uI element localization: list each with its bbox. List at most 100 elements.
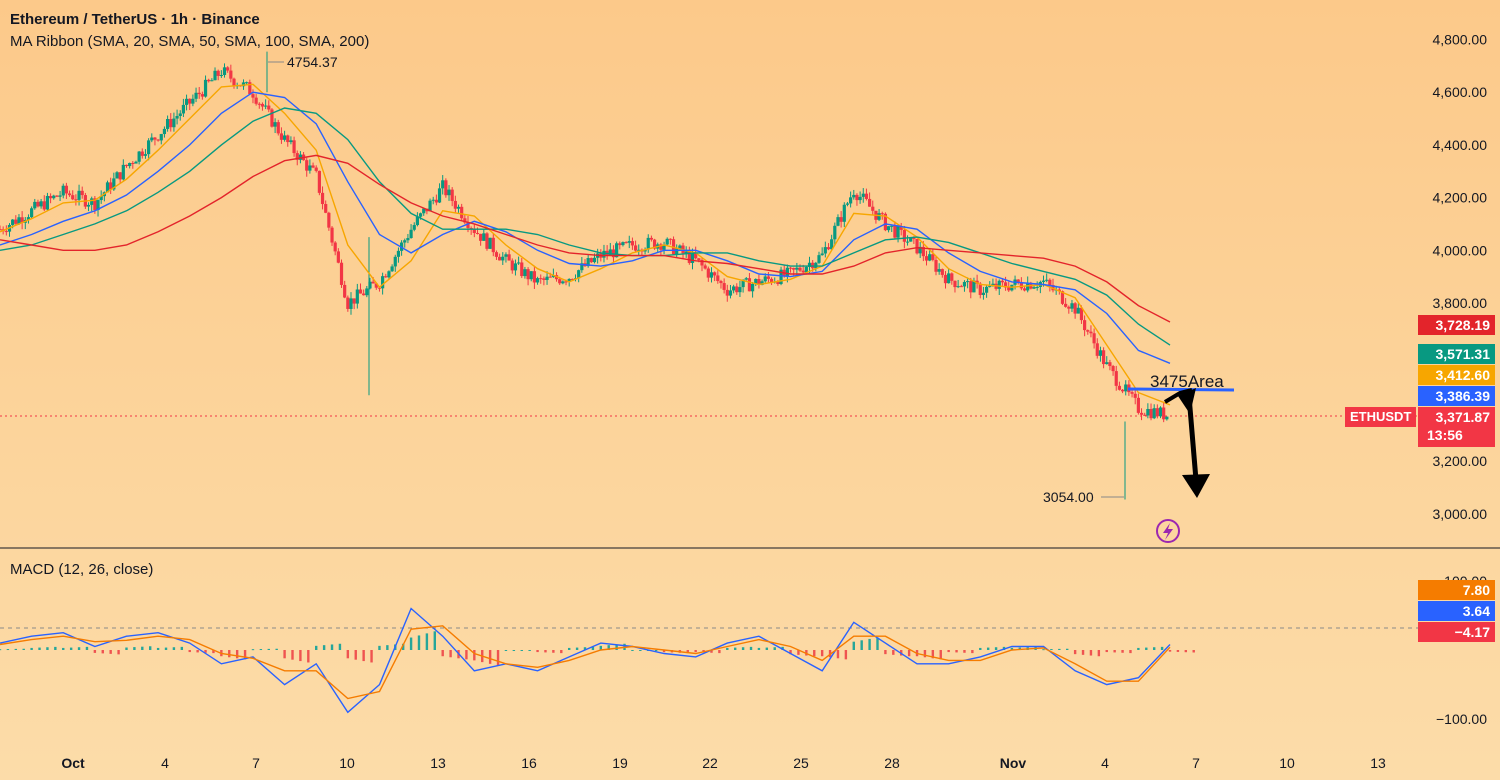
candle-body — [934, 259, 938, 272]
candle-body — [1019, 282, 1023, 289]
candle-body — [744, 278, 748, 280]
candle-body — [99, 196, 103, 201]
histogram-bar — [1160, 646, 1164, 650]
candle-body — [308, 165, 312, 171]
candle-body — [1064, 303, 1068, 307]
candle-body — [264, 105, 268, 107]
candle-body — [966, 281, 970, 283]
histogram-bar — [46, 647, 49, 650]
candle-body — [456, 206, 461, 209]
candle-body — [792, 267, 796, 270]
time-axis-label: 10 — [339, 755, 355, 771]
candle-body — [1143, 414, 1147, 416]
candle-body — [988, 285, 992, 287]
candle-body — [823, 247, 827, 254]
candle-body — [17, 217, 21, 224]
candle-body — [4, 231, 8, 233]
histogram-bar — [267, 648, 270, 650]
ma-ribbon-legend[interactable]: MA Ribbon (SMA, 20, SMA, 50, SMA, 100, S… — [10, 33, 370, 50]
histogram-bar — [14, 648, 18, 650]
histogram-bar — [172, 647, 176, 650]
candle-body — [184, 98, 189, 105]
histogram-bar — [0, 649, 2, 651]
candle-body — [159, 134, 163, 141]
price-axis-label: 4,400.00 — [1433, 137, 1488, 153]
price-axis-label: 4,200.00 — [1433, 190, 1488, 206]
histogram-bar — [228, 650, 231, 658]
candle-body — [700, 260, 704, 266]
histogram-bar — [947, 650, 950, 653]
histogram-bar — [101, 650, 104, 654]
candle-body — [431, 199, 435, 201]
candle-body — [1067, 306, 1071, 309]
candle-body — [232, 78, 236, 86]
area-annotation[interactable]: 3475Area — [1150, 372, 1224, 391]
candle-body — [1139, 412, 1144, 415]
histogram-bar — [259, 649, 263, 651]
candle-body — [0, 229, 2, 231]
candle-body — [921, 246, 925, 257]
time-axis-label: 10 — [1279, 755, 1295, 771]
candle-body — [412, 225, 416, 230]
candle-body — [96, 200, 100, 211]
candle-body — [899, 226, 903, 230]
candle-body — [295, 153, 299, 160]
candle-body — [1076, 307, 1080, 314]
candle-body — [453, 200, 457, 209]
histogram-bar — [710, 650, 713, 653]
candle-body — [526, 269, 530, 280]
candle-body — [216, 70, 220, 76]
candle-body — [175, 115, 179, 119]
histogram-bar — [591, 646, 595, 650]
candle-body — [962, 281, 967, 287]
candle-body — [1155, 408, 1159, 417]
candle-body — [586, 258, 590, 267]
candle-body — [763, 276, 767, 282]
histogram-bar — [1152, 647, 1156, 650]
ma-line-sma-20 — [0, 83, 1171, 406]
candle-body — [270, 109, 274, 127]
lightning-badge[interactable] — [1156, 519, 1180, 543]
time-axis-label: 7 — [252, 755, 260, 771]
candle-body — [1130, 392, 1134, 394]
candle-body — [646, 237, 650, 250]
candle-body — [978, 283, 982, 295]
candle-body — [1162, 407, 1166, 420]
time-axis-label: 4 — [161, 755, 169, 771]
resistance-line[interactable] — [1127, 387, 1235, 392]
histogram-bar — [109, 650, 112, 654]
candle-body — [909, 237, 913, 242]
candle-body — [441, 180, 445, 189]
candle-body — [893, 225, 897, 238]
candle-body — [273, 122, 277, 127]
histogram-bar — [773, 647, 776, 650]
histogram-bar — [567, 647, 571, 650]
candle-body — [213, 70, 217, 81]
candle-body — [20, 217, 24, 223]
candle-body — [479, 233, 483, 241]
histogram-bar — [607, 645, 610, 650]
ma200-price-tag: 3,728.19 — [1418, 315, 1495, 335]
candle-body — [61, 185, 65, 196]
candle-body — [807, 262, 812, 267]
candle-body — [384, 276, 388, 278]
candle-body — [766, 276, 771, 279]
macd-tag: 3.64 — [1418, 601, 1495, 621]
histogram-bar — [473, 650, 476, 661]
candle-body — [143, 154, 148, 156]
candle-body — [165, 118, 170, 129]
chart-title[interactable]: Ethereum / TetherUS · 1h · Binance — [10, 11, 260, 28]
histogram-bar — [6, 649, 10, 651]
histogram-bar — [354, 650, 357, 660]
candle-body — [668, 238, 672, 240]
candle-body — [1083, 320, 1087, 331]
histogram-bar — [30, 647, 33, 650]
candle-body — [798, 267, 802, 271]
candle-body — [434, 199, 438, 203]
time-axis-label: 28 — [884, 755, 900, 771]
candle-body — [551, 275, 555, 278]
macd-legend[interactable]: MACD (12, 26, close) — [10, 561, 154, 578]
histogram-bar — [370, 650, 373, 663]
candle-body — [912, 237, 916, 239]
